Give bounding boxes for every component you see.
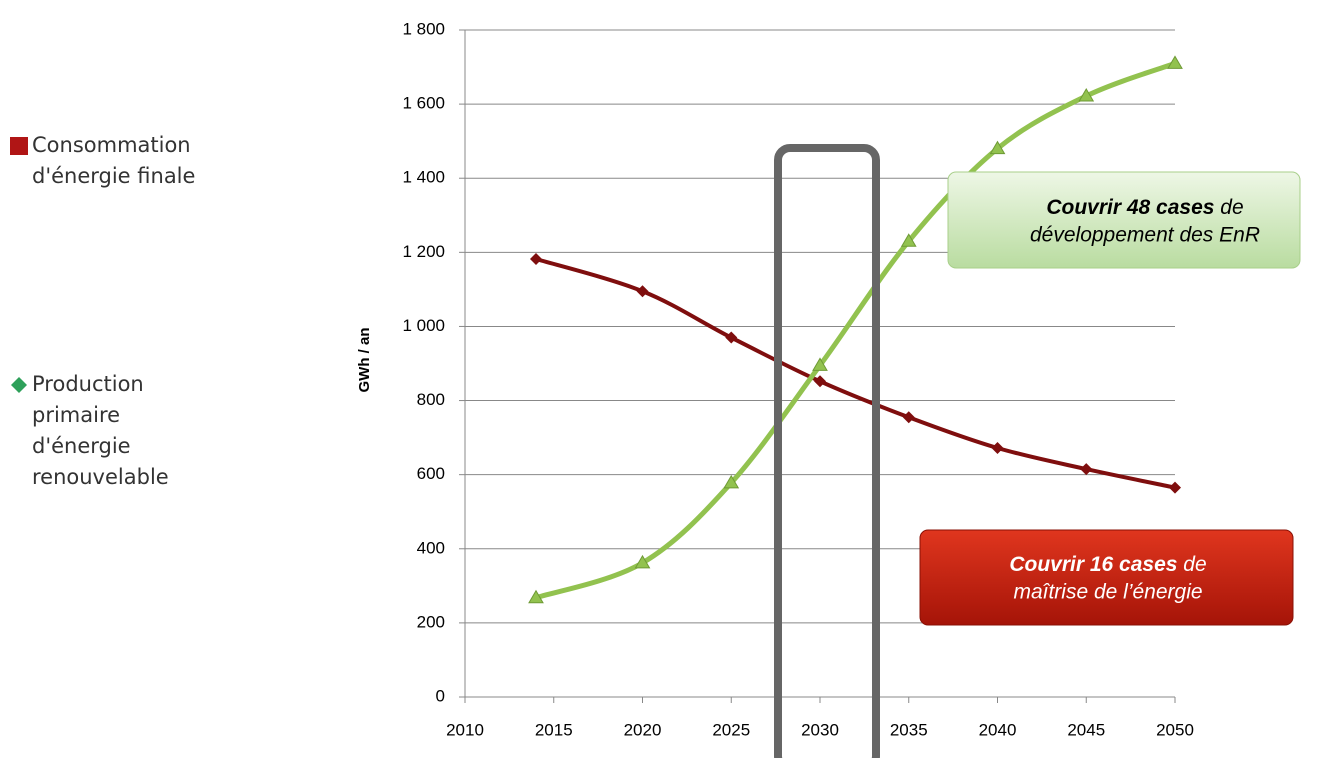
point xyxy=(991,441,1004,454)
legend-label-line: Production xyxy=(32,372,144,396)
legend-label-line: primaire xyxy=(32,403,120,427)
annotation: Couvrir 48 cases de xyxy=(1046,196,1243,219)
annotation: développement des EnR xyxy=(1030,224,1260,247)
annotation-box xyxy=(947,171,1301,269)
x-tick-label: 2040 xyxy=(979,720,1017,739)
point xyxy=(723,474,740,489)
series-line xyxy=(535,61,1176,601)
legend-marker xyxy=(10,137,28,155)
legend-label-line: d'énergie finale xyxy=(32,164,195,188)
x-tick-label: 2035 xyxy=(890,720,928,739)
x-tick-label: 2010 xyxy=(446,720,484,739)
annotation-bold: Couvrir 48 cases xyxy=(1046,196,1214,219)
legend-label-line: renouvelable xyxy=(32,465,169,489)
y-tick-label: 600 xyxy=(417,464,445,483)
point xyxy=(812,357,828,371)
x-tick-label: 2050 xyxy=(1156,720,1194,739)
legend-label-line: d'énergie xyxy=(32,434,131,458)
y-tick-label: 1 400 xyxy=(402,168,445,187)
legend-label: Consommation d'énergie finale xyxy=(32,133,195,188)
point xyxy=(989,140,1006,155)
x-tick-label: 2025 xyxy=(712,720,750,739)
annotation-bold: Couvrir 16 cases xyxy=(1009,553,1177,576)
y-tick-label: 0 xyxy=(436,686,445,705)
point xyxy=(530,253,542,266)
annotation: maîtrise de l’énergie xyxy=(1013,581,1202,604)
x-tick-label: 2020 xyxy=(624,720,662,739)
point xyxy=(900,233,917,247)
annotation-text: de xyxy=(1177,553,1206,576)
point xyxy=(1078,87,1095,102)
point xyxy=(528,589,544,604)
x-tick-label: 2045 xyxy=(1067,720,1105,739)
y-tick-label: 400 xyxy=(417,538,445,557)
point xyxy=(1080,463,1093,476)
point xyxy=(1169,481,1181,494)
annotation: Couvrir 16 cases de xyxy=(1009,553,1206,576)
legend-label-line: Consommation xyxy=(32,133,191,157)
y-axis-label: GWh / an xyxy=(356,328,373,393)
y-tick-label: 1 600 xyxy=(402,94,445,113)
y-tick-label: 1 200 xyxy=(402,242,445,261)
y-tick-label: 800 xyxy=(417,390,445,409)
annotation-text: de xyxy=(1214,196,1243,219)
highlight-box xyxy=(774,144,880,758)
point xyxy=(902,411,915,424)
point xyxy=(1167,55,1183,69)
x-tick-label: 2030 xyxy=(801,720,839,739)
legend-label: Production primaire d'énergie renouvelable xyxy=(32,372,169,489)
point xyxy=(725,331,738,344)
y-tick-label: 200 xyxy=(417,612,445,631)
x-tick-label: 2015 xyxy=(535,720,573,739)
point xyxy=(634,554,651,569)
point xyxy=(814,375,826,388)
series-line xyxy=(535,257,1176,490)
annotation-box xyxy=(919,529,1294,626)
point xyxy=(636,285,649,298)
legend-marker xyxy=(11,377,27,393)
y-tick-label: 1 000 xyxy=(402,316,445,335)
y-tick-label: 1 800 xyxy=(402,19,445,38)
